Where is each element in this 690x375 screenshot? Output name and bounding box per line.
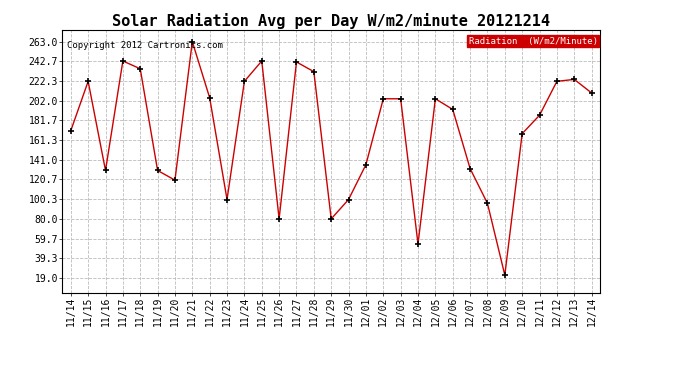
Title: Solar Radiation Avg per Day W/m2/minute 20121214: Solar Radiation Avg per Day W/m2/minute … <box>112 13 550 29</box>
Text: Copyright 2012 Cartronics.com: Copyright 2012 Cartronics.com <box>68 40 224 50</box>
Text: Radiation  (W/m2/Minute): Radiation (W/m2/Minute) <box>469 37 598 46</box>
